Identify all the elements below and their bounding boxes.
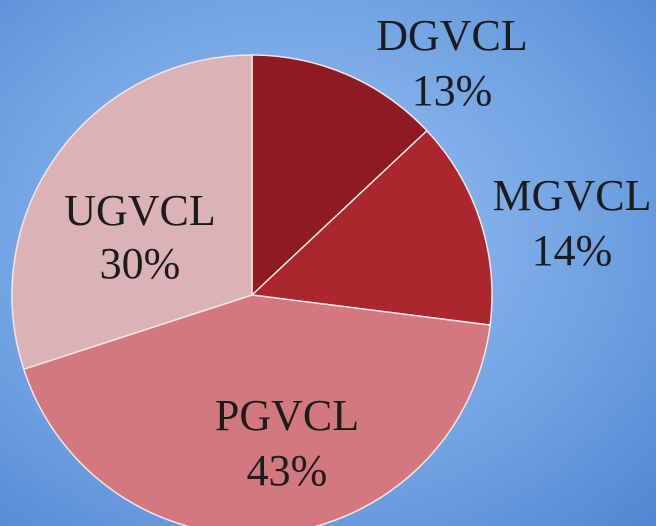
pie-slice bbox=[11, 54, 253, 371]
pie-slice bbox=[251, 54, 429, 297]
slice-value-label: 43% bbox=[247, 446, 328, 495]
slice-value-label: 14% bbox=[532, 226, 613, 275]
slice-name: UGVCL bbox=[64, 186, 216, 235]
slice-name: PGVCL bbox=[215, 391, 359, 440]
slice-value-label: 30% bbox=[100, 239, 181, 288]
slice-value-label: 13% bbox=[412, 66, 493, 115]
pie bbox=[11, 54, 493, 526]
slice-name: MGVCL bbox=[493, 171, 652, 220]
pie-slice bbox=[250, 129, 493, 326]
pie-slice bbox=[22, 294, 491, 526]
slice-name: DGVCL bbox=[376, 11, 528, 60]
